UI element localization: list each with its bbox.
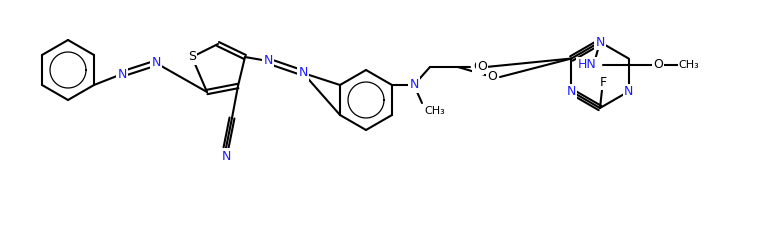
Text: N: N [298,66,307,80]
Text: O: O [487,70,497,84]
Text: HN: HN [577,58,597,72]
Text: N: N [566,85,576,98]
Text: CH₃: CH₃ [678,60,699,70]
Text: N: N [409,78,419,91]
Text: CH₃: CH₃ [424,106,445,116]
Text: N: N [151,56,161,69]
Text: N: N [624,85,633,98]
Text: N: N [595,36,605,48]
Text: N: N [117,67,127,80]
Text: O: O [653,58,663,72]
Text: N: N [263,55,272,67]
Text: N: N [221,150,231,162]
Text: F: F [599,76,607,88]
Text: O: O [473,61,483,73]
Text: O: O [477,59,487,73]
Text: S: S [188,51,196,63]
